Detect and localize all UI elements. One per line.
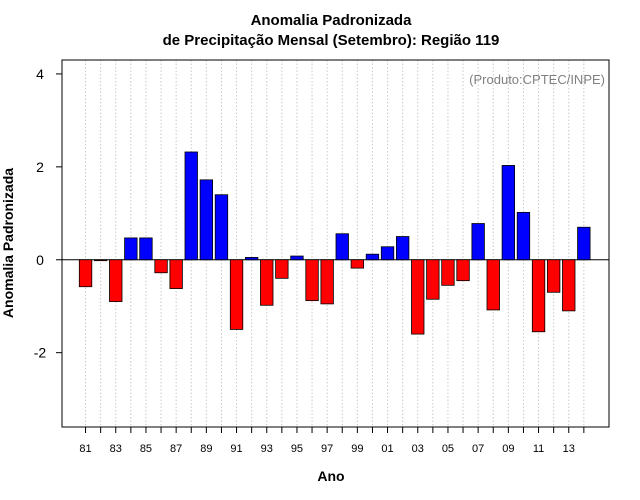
bar-10 xyxy=(516,211,531,261)
bars-group xyxy=(78,151,591,335)
bar-96 xyxy=(305,259,319,302)
bar-03 xyxy=(411,259,425,335)
bar-09 xyxy=(501,165,516,261)
x-tick-label: 93 xyxy=(261,443,273,455)
bar-85 xyxy=(139,237,153,261)
y-tick-label: -2 xyxy=(34,345,47,361)
bar-87 xyxy=(169,259,183,289)
bar-94 xyxy=(275,259,289,279)
bar-02 xyxy=(395,236,410,261)
bar-05 xyxy=(441,259,455,286)
bar-06 xyxy=(456,259,470,282)
x-tick-label: 91 xyxy=(230,443,242,455)
x-tick-label: 99 xyxy=(351,443,363,455)
bar-83 xyxy=(109,259,123,302)
y-tick-label: 2 xyxy=(36,159,44,175)
bar-97 xyxy=(320,259,334,305)
x-axis: 81 83 85 87 89 91 93 95 97 99 01 03 05 07 09 11 13 xyxy=(79,427,585,455)
plot-frame xyxy=(61,59,610,428)
x-tick-label: 83 xyxy=(110,443,122,455)
y-tick-label: 0 xyxy=(36,252,44,268)
x-tick-label: 07 xyxy=(472,443,484,455)
y-tick-label: 4 xyxy=(36,66,44,82)
bar-88 xyxy=(184,151,198,261)
x-tick-label: 85 xyxy=(140,443,152,455)
bar-84 xyxy=(124,237,138,261)
x-tick-label: 03 xyxy=(412,443,424,455)
x-tick-label: 09 xyxy=(502,443,514,455)
bar-81 xyxy=(78,259,93,288)
x-tick-label: 11 xyxy=(533,443,544,455)
x-tick-label: 05 xyxy=(442,443,454,455)
x-axis-label: Ano xyxy=(317,468,344,484)
bar-86 xyxy=(154,259,168,274)
bar-07 xyxy=(471,223,485,261)
chart-title-line2: de Precipitação Mensal (Setembro): Regiã… xyxy=(163,32,500,49)
bar-14 xyxy=(577,226,591,261)
chart-title-line1: Anomalia Padronizada xyxy=(251,12,413,29)
x-tick-label: 87 xyxy=(170,443,182,455)
x-tick-label: 97 xyxy=(321,443,333,455)
product-annotation: (Produto:CPTEC/INPE) xyxy=(469,72,605,87)
bar-12 xyxy=(547,259,561,293)
bar-99 xyxy=(350,259,365,269)
bar-13 xyxy=(562,259,576,312)
bar-00 xyxy=(365,253,380,261)
bar-90 xyxy=(214,194,229,261)
bar-11 xyxy=(531,259,546,333)
x-tick-label: 95 xyxy=(291,443,303,455)
bar-82 xyxy=(94,259,108,262)
x-tick-label: 01 xyxy=(381,443,393,455)
bar-91 xyxy=(229,259,244,330)
bar-92 xyxy=(244,257,259,261)
x-tick-label: 89 xyxy=(200,443,212,455)
bar-04 xyxy=(426,259,440,300)
bar-95 xyxy=(290,255,304,261)
bar-08 xyxy=(486,259,500,311)
x-tick-label: 81 xyxy=(79,443,91,455)
y-axis: -2 0 2 4 xyxy=(34,66,62,361)
bar-98 xyxy=(335,233,349,261)
x-tick-label: 13 xyxy=(563,443,575,455)
bar-89 xyxy=(199,179,214,261)
bar-93 xyxy=(260,259,274,306)
y-axis-label: Anomalia Padronizada xyxy=(0,168,16,318)
bar-01 xyxy=(380,246,395,261)
